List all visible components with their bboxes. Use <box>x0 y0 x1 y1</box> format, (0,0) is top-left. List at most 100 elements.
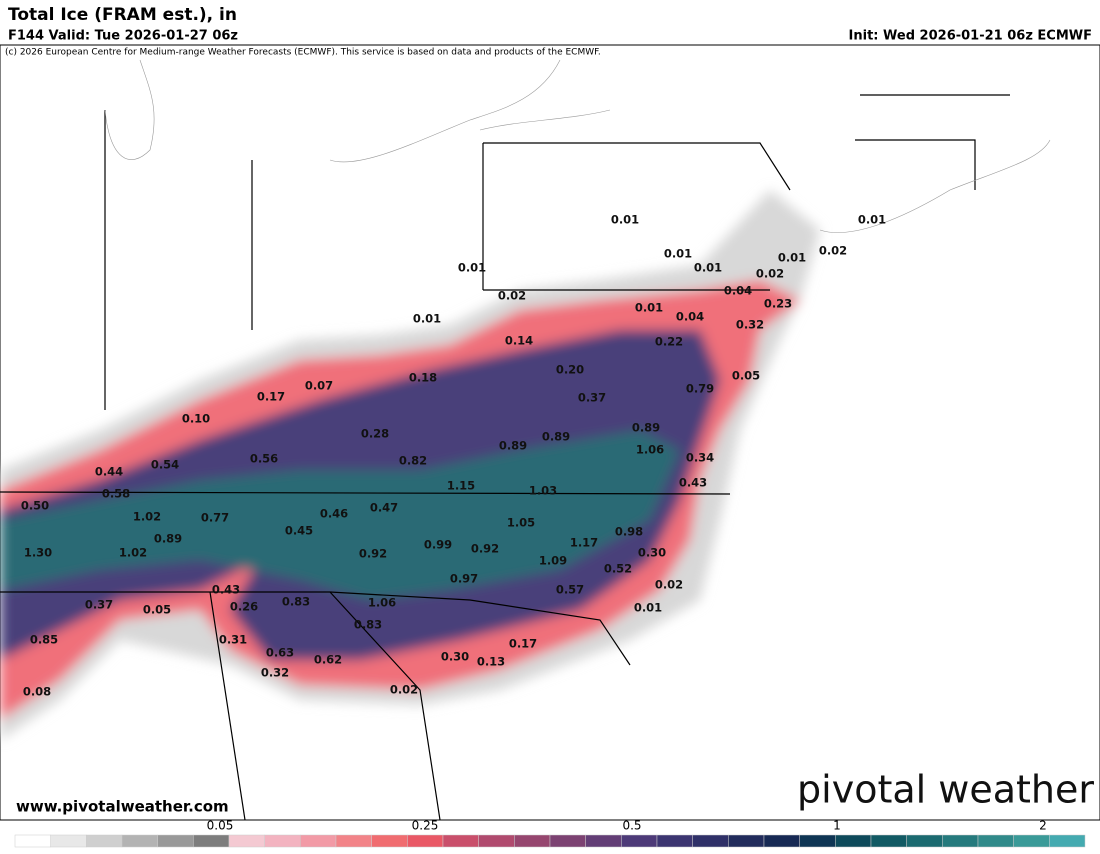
colorbar-swatch <box>656 834 693 848</box>
value-label: 0.43 <box>212 583 240 597</box>
value-label: 0.45 <box>285 524 313 538</box>
ice-swath <box>0 190 820 740</box>
value-label: 0.18 <box>409 371 437 385</box>
colorbar-swatch <box>1049 834 1086 848</box>
value-label: 0.32 <box>736 318 764 332</box>
colorbar-swatch <box>442 834 479 848</box>
colorbar-swatch <box>906 834 943 848</box>
value-label: 0.05 <box>732 369 760 383</box>
value-label: 0.57 <box>556 583 584 597</box>
value-label: 0.01 <box>858 213 886 227</box>
colorbar-swatch <box>478 834 515 848</box>
value-label: 0.83 <box>282 595 310 609</box>
value-label: 0.50 <box>21 499 49 513</box>
value-label: 0.02 <box>655 578 683 592</box>
value-label: 0.85 <box>30 633 58 647</box>
colorbar-swatch <box>121 834 158 848</box>
valid-time: F144 Valid: Tue 2026-01-27 06z <box>8 29 238 44</box>
value-label: 1.06 <box>636 443 664 457</box>
colorbar-swatch <box>870 834 907 848</box>
value-label: 0.13 <box>477 655 505 669</box>
value-label: 0.01 <box>664 247 692 261</box>
colorbar-label: 0.5 <box>622 819 641 833</box>
value-label: 0.04 <box>676 310 704 324</box>
value-label: 0.92 <box>471 542 499 556</box>
colorbar-swatch <box>621 834 658 848</box>
value-label: 0.54 <box>151 458 179 472</box>
copyright: (c) 2026 European Centre for Medium-rang… <box>5 48 601 58</box>
value-label: 0.83 <box>354 618 382 632</box>
value-label: 0.46 <box>320 507 348 521</box>
value-label: 0.44 <box>95 465 123 479</box>
value-label: 0.22 <box>655 335 683 349</box>
value-label: 0.08 <box>23 685 51 699</box>
value-label: 0.01 <box>611 213 639 227</box>
colorbar-swatch <box>799 834 836 848</box>
value-label: 0.30 <box>638 546 666 560</box>
value-label: 0.01 <box>634 601 662 615</box>
value-label: 0.17 <box>257 390 285 404</box>
value-label: 0.23 <box>764 297 792 311</box>
colorbar-swatch <box>335 834 372 848</box>
value-label: 0.97 <box>450 572 478 586</box>
value-label: 0.02 <box>498 289 526 303</box>
value-label: 1.09 <box>539 554 567 568</box>
colorbar-swatch <box>50 834 87 848</box>
value-label: 0.37 <box>578 391 606 405</box>
value-label: 0.01 <box>413 312 441 326</box>
state-borders <box>0 94 1010 821</box>
value-label: 0.28 <box>361 427 389 441</box>
value-label: 0.89 <box>154 532 182 546</box>
value-label: 0.52 <box>604 562 632 576</box>
colorbar-swatch <box>264 834 301 848</box>
value-label: 0.01 <box>778 251 806 265</box>
value-label: 0.02 <box>390 683 418 697</box>
title: Total Ice (FRAM est.), in <box>8 5 237 25</box>
colorbar: 0.05 0.25 0.5 1 2 <box>14 819 1086 848</box>
value-label: 0.62 <box>314 653 342 667</box>
colorbar-swatch <box>835 834 872 848</box>
colorbar-swatch <box>977 834 1014 848</box>
value-label: 0.01 <box>458 261 486 275</box>
value-labels: 0.010.010.010.01 0.020.010.010.020.020.04… <box>21 213 886 699</box>
colorbar-label: 2 <box>1039 819 1047 833</box>
value-label: 0.92 <box>359 547 387 561</box>
value-label: 0.34 <box>686 451 714 465</box>
colorbar-label: 0.25 <box>412 819 439 833</box>
value-label: 0.77 <box>201 511 229 525</box>
value-label: 0.37 <box>85 598 113 612</box>
colorbar-label: 0.05 <box>207 819 234 833</box>
colorbar-swatch <box>942 834 979 848</box>
value-label: 0.17 <box>509 637 537 651</box>
website: www.pivotalweather.com <box>16 798 229 816</box>
value-label: 0.89 <box>499 439 527 453</box>
value-label: 0.07 <box>305 379 333 393</box>
colorbar-swatch <box>692 834 729 848</box>
colorbar-swatch <box>157 834 194 848</box>
value-label: 0.82 <box>399 454 427 468</box>
value-label: 1.05 <box>507 516 535 530</box>
value-label: 0.47 <box>370 501 398 515</box>
colorbar-swatch <box>549 834 586 848</box>
value-label: 0.05 <box>143 603 171 617</box>
value-label: 0.63 <box>266 646 294 660</box>
logo: pivotal weather <box>797 768 1094 812</box>
colorbar-swatch <box>514 834 551 848</box>
value-label: 0.56 <box>250 452 278 466</box>
value-label: 0.99 <box>424 538 452 552</box>
value-label: 0.58 <box>102 487 130 501</box>
value-label: 0.01 <box>694 261 722 275</box>
value-label: 1.03 <box>529 484 557 498</box>
value-label: 0.89 <box>542 430 570 444</box>
value-label: 0.43 <box>679 476 707 490</box>
value-label: 0.30 <box>441 650 469 664</box>
value-label: 0.31 <box>219 633 247 647</box>
value-label: 0.01 <box>635 301 663 315</box>
value-label: 1.30 <box>24 546 52 560</box>
colorbar-label: 1 <box>833 819 841 833</box>
colorbar-swatch <box>763 834 800 848</box>
colorbar-swatch <box>193 834 230 848</box>
value-label: 1.06 <box>368 596 396 610</box>
